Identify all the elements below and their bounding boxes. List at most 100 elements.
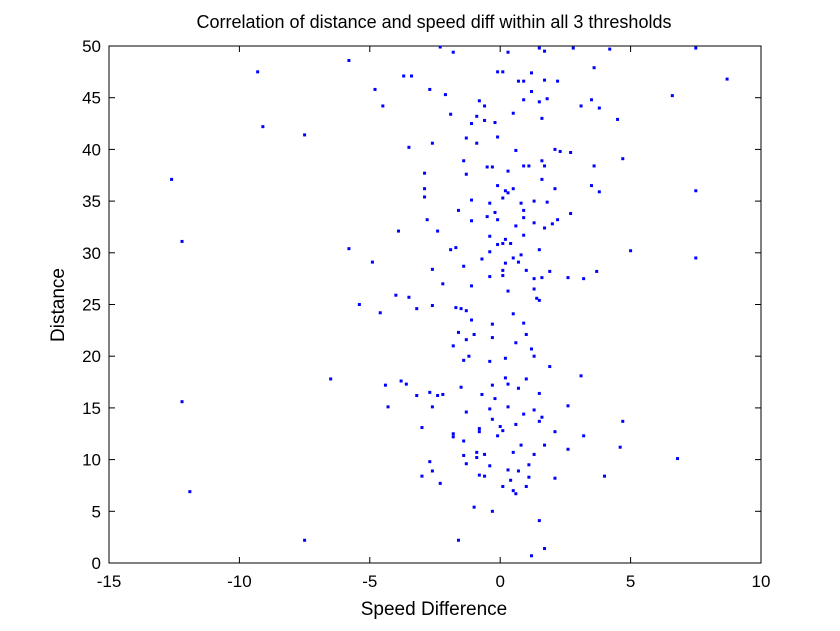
data-point [188,490,192,494]
data-point [470,284,474,288]
data-point [569,151,573,155]
data-point [485,165,489,169]
data-point [553,147,557,151]
data-point [475,141,479,145]
data-point [488,234,492,238]
data-point [506,169,510,173]
data-point [532,287,536,291]
data-point [522,233,526,237]
data-point [503,356,507,360]
data-point [506,50,510,54]
data-point [503,376,507,380]
data-point [597,190,601,194]
data-point [511,312,515,316]
data-point [490,322,494,326]
data-point [618,445,622,449]
data-point [501,70,505,74]
data-point [488,359,492,363]
data-point [464,462,468,466]
data-point [527,463,531,467]
data-point [180,239,184,243]
data-point [490,165,494,169]
data-point [527,164,531,168]
y-tick-label: 45 [82,89,101,108]
data-point [483,118,487,122]
data-point [477,427,481,431]
data-point [501,268,505,272]
data-point [529,89,533,93]
data-point [540,159,544,163]
data-point [459,385,463,389]
data-point [464,309,468,313]
data-point [543,547,547,551]
data-point [378,311,382,315]
data-point [558,149,562,153]
data-point [396,229,400,233]
axis-ticks: -15 -10 -5 0 5 10 0 5 10 15 20 25 30 35 40 45 50 [82,37,770,591]
data-point [430,469,434,473]
data-point [357,303,361,306]
y-tick-label: 0 [92,554,101,573]
data-point [496,70,500,74]
x-axis-title: Speed Difference [361,599,507,620]
data-point [516,260,520,264]
x-tick-label: -5 [362,572,377,591]
y-tick-label: 15 [82,399,101,418]
data-point [496,434,500,438]
data-point [556,218,560,222]
y-tick-label: 50 [82,37,101,56]
data-point [462,453,466,457]
data-point [493,121,497,125]
data-point [537,298,541,302]
data-point [595,269,599,273]
data-point [428,87,432,91]
data-point [347,247,351,251]
data-point [370,260,374,264]
data-point [524,377,528,381]
data-point [472,332,476,336]
data-points [170,45,729,558]
data-point [451,344,455,348]
data-point [503,189,507,193]
data-point [493,397,497,401]
plot-area-frame [108,45,762,564]
data-point [472,505,476,509]
data-point [454,306,458,310]
data-point [415,307,419,311]
data-point [516,469,520,473]
data-point [516,79,520,83]
data-point [386,405,390,409]
data-point [522,216,526,220]
data-point [519,443,523,447]
data-point [470,318,474,322]
data-point [694,46,698,50]
data-point [488,250,492,254]
data-point [540,177,544,181]
data-point [603,474,607,478]
data-point [509,241,513,245]
data-point [464,172,468,176]
data-point [543,164,547,168]
data-point [524,268,528,272]
chart-title: Correlation of distance and speed diff w… [197,12,672,32]
data-point [407,145,411,149]
data-point [488,201,492,205]
data-point [582,434,586,438]
data-point [553,476,557,480]
data-point [592,164,596,168]
data-point [532,199,536,203]
data-point [670,94,674,98]
data-point [459,307,463,311]
data-point [485,215,489,219]
data-point [550,222,554,226]
data-point [519,201,523,205]
data-point [420,426,424,430]
data-point [537,46,541,50]
data-point [608,47,612,51]
data-point [511,256,515,260]
data-point [621,157,625,161]
data-point [329,377,333,381]
data-point [477,99,481,103]
data-point [597,106,601,110]
data-point [490,509,494,513]
